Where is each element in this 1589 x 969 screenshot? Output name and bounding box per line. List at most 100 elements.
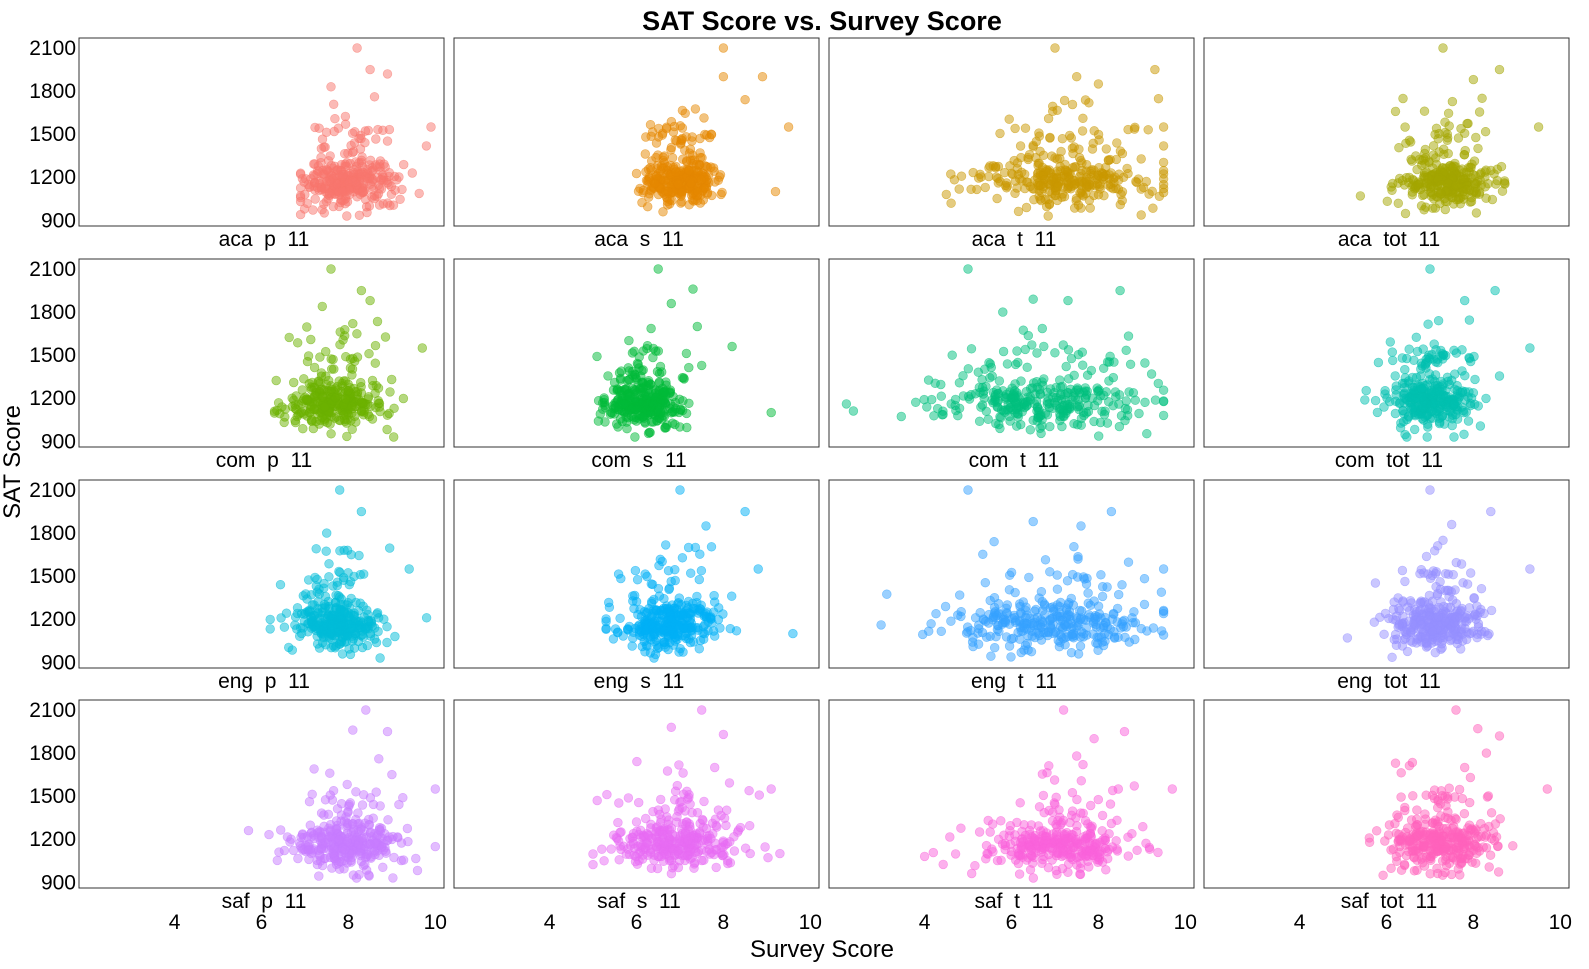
data-point bbox=[1055, 411, 1066, 422]
y-tick-label: 1800 bbox=[29, 301, 76, 324]
data-point bbox=[1093, 431, 1104, 441]
data-point bbox=[1400, 122, 1410, 132]
data-point bbox=[1066, 810, 1077, 820]
data-point bbox=[349, 571, 359, 582]
data-point bbox=[975, 387, 985, 398]
data-point bbox=[699, 113, 709, 123]
data-point bbox=[1430, 568, 1441, 579]
data-point bbox=[325, 768, 335, 778]
data-point bbox=[1039, 341, 1049, 352]
data-point bbox=[655, 554, 665, 564]
data-point bbox=[659, 387, 669, 398]
data-point bbox=[1398, 406, 1408, 416]
data-point bbox=[660, 637, 670, 647]
data-point bbox=[389, 852, 399, 863]
data-point bbox=[1084, 838, 1095, 848]
data-point bbox=[1022, 362, 1032, 372]
data-point bbox=[1146, 369, 1157, 379]
data-point bbox=[970, 613, 981, 623]
data-point bbox=[638, 346, 649, 356]
data-point bbox=[1010, 123, 1020, 134]
data-point bbox=[1105, 799, 1116, 809]
data-point bbox=[1393, 593, 1403, 603]
data-point bbox=[662, 766, 673, 776]
data-point bbox=[694, 574, 704, 585]
x-tick-label: 4 bbox=[919, 911, 931, 934]
data-point bbox=[729, 846, 740, 856]
data-point bbox=[973, 628, 983, 638]
data-point bbox=[1055, 615, 1066, 626]
scatter-panel: aca tot 11 bbox=[1203, 37, 1570, 251]
data-point bbox=[1069, 180, 1079, 191]
data-point bbox=[1420, 144, 1431, 155]
data-point bbox=[1447, 595, 1458, 605]
data-point bbox=[651, 152, 661, 163]
data-point bbox=[1446, 519, 1457, 530]
data-point bbox=[673, 597, 684, 608]
data-point bbox=[352, 43, 362, 53]
data-point bbox=[601, 616, 611, 627]
data-point bbox=[1140, 397, 1150, 407]
data-point bbox=[379, 159, 389, 169]
y-tick-label: 1200 bbox=[29, 828, 76, 851]
data-point bbox=[614, 798, 624, 808]
data-point bbox=[316, 844, 326, 854]
data-point bbox=[646, 323, 656, 334]
data-point bbox=[350, 411, 360, 421]
data-point bbox=[335, 592, 345, 602]
data-point bbox=[1078, 113, 1088, 124]
data-point bbox=[1467, 159, 1477, 169]
data-point bbox=[1479, 608, 1489, 619]
data-point bbox=[334, 566, 344, 577]
data-point bbox=[648, 608, 658, 618]
data-point bbox=[323, 809, 334, 819]
data-point bbox=[1024, 572, 1034, 583]
panel-label: com s 11 bbox=[591, 449, 686, 472]
data-point bbox=[651, 138, 662, 148]
data-point bbox=[1525, 564, 1535, 574]
data-point bbox=[1443, 108, 1454, 119]
data-point bbox=[910, 397, 921, 407]
data-point bbox=[1076, 626, 1087, 637]
data-point bbox=[614, 855, 624, 865]
data-point bbox=[1463, 416, 1474, 426]
panel-label: eng t 11 bbox=[971, 670, 1057, 693]
data-point bbox=[718, 43, 729, 53]
data-point bbox=[1456, 123, 1466, 134]
data-point bbox=[341, 352, 351, 362]
data-point bbox=[1398, 93, 1408, 104]
data-point bbox=[389, 403, 399, 413]
data-point bbox=[301, 174, 311, 184]
data-point bbox=[985, 827, 995, 837]
data-point bbox=[1117, 187, 1128, 197]
data-point bbox=[269, 406, 280, 416]
data-point bbox=[1084, 862, 1094, 872]
y-tick-label: 2100 bbox=[29, 479, 76, 502]
data-point bbox=[1431, 123, 1442, 134]
data-point bbox=[740, 94, 750, 105]
data-point bbox=[1123, 557, 1134, 567]
data-point bbox=[359, 569, 369, 579]
data-point bbox=[1083, 406, 1094, 417]
data-point bbox=[313, 617, 323, 628]
data-point bbox=[1112, 844, 1122, 854]
data-point bbox=[302, 198, 312, 209]
data-point bbox=[718, 71, 729, 82]
data-point bbox=[731, 626, 742, 636]
x-tick-label: 4 bbox=[544, 911, 556, 934]
data-point bbox=[1390, 106, 1401, 117]
data-point bbox=[673, 179, 683, 189]
data-point bbox=[1473, 622, 1484, 632]
data-point bbox=[302, 322, 312, 332]
scatter-panel: com tot 11 bbox=[1203, 258, 1570, 472]
data-point bbox=[678, 768, 688, 778]
data-point bbox=[1452, 386, 1463, 396]
data-point bbox=[1073, 350, 1084, 360]
data-point bbox=[1004, 831, 1014, 841]
data-point bbox=[623, 793, 634, 803]
data-point bbox=[1438, 630, 1448, 640]
data-point bbox=[640, 813, 651, 824]
y-tick-label: 900 bbox=[41, 430, 76, 453]
data-point bbox=[631, 596, 642, 607]
